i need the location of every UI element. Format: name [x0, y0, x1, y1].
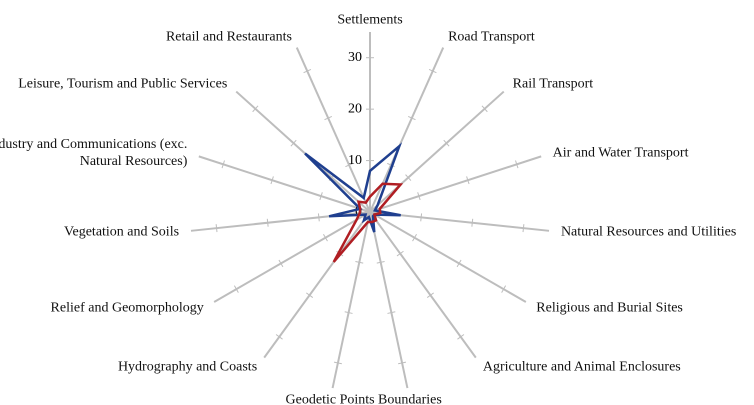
category-label: Geodetic Points: [285, 392, 375, 405]
category-label: Vegetation and Soils: [63, 224, 180, 240]
tick-mark: [215, 224, 218, 233]
tick-mark: [221, 160, 225, 169]
tick-mark: [323, 234, 328, 242]
tick-mark: [290, 139, 297, 147]
tick-mark: [407, 115, 416, 121]
tick-mark: [275, 334, 283, 340]
tick-mark: [303, 68, 312, 74]
axis-line: [235, 90, 371, 213]
tick-mark: [324, 115, 333, 121]
tick-mark: [466, 176, 470, 185]
category-label: Rail Transport: [512, 76, 594, 92]
tick-mark: [420, 213, 423, 222]
axis-line: [295, 47, 371, 213]
category-label: Leisure, Tourism and Public Services: [18, 76, 228, 92]
tick-label: 30: [348, 50, 362, 65]
series-line: [304, 142, 403, 233]
tick-mark: [270, 176, 274, 185]
category-label: Settlements: [337, 12, 403, 28]
category-label: Boundaries: [378, 392, 442, 405]
category-label: Hydrography and Coasts: [117, 359, 258, 375]
category-label: Road Transport: [448, 29, 535, 45]
category-label: Industry and Communications (exc. Natura…: [0, 136, 188, 169]
category-label: Air and Water Transport: [552, 145, 689, 161]
tick-mark: [426, 292, 434, 298]
tick-mark: [319, 192, 323, 201]
tick-mark: [405, 174, 412, 181]
axis-line: [369, 47, 445, 213]
series-line: [332, 182, 404, 263]
tick-mark: [501, 285, 507, 293]
axis-line: [331, 211, 371, 389]
tick-mark: [515, 160, 519, 169]
tick-mark: [366, 209, 374, 215]
axis-line: [263, 211, 371, 359]
tick-mark: [333, 361, 342, 365]
axis-line: [369, 211, 477, 359]
tick-mark: [522, 224, 525, 233]
axis-line: [198, 155, 371, 213]
tick-mark: [398, 361, 407, 365]
tick-mark: [428, 68, 437, 74]
tick-mark: [412, 234, 417, 242]
tick-label: 10: [348, 153, 362, 168]
tick-mark: [387, 162, 395, 168]
tick-mark: [417, 192, 421, 201]
tick-mark: [376, 260, 385, 264]
axis-line: [369, 211, 527, 303]
tick-mark: [443, 139, 450, 147]
tick-mark: [471, 218, 474, 227]
tick-label: 20: [348, 101, 362, 116]
tick-mark: [344, 311, 353, 314]
tick-mark: [233, 285, 239, 293]
tick-mark: [457, 334, 465, 340]
axis-line: [213, 211, 371, 303]
axis-line: [369, 155, 542, 213]
tick-mark: [481, 105, 488, 113]
tick-mark: [345, 162, 353, 168]
axis-line: [369, 90, 505, 213]
category-label: Retail and Restaurants: [165, 29, 292, 45]
tick-mark: [456, 259, 462, 268]
tick-mark: [396, 250, 404, 257]
category-label: Relief and Geomorphology: [50, 300, 204, 316]
category-label: Natural Resources and Utilities: [560, 224, 737, 240]
category-label: Religious and Burial Sites: [536, 300, 683, 316]
tick-mark: [355, 260, 364, 264]
category-label: Agriculture and Animal Enclosures: [482, 359, 681, 375]
tick-mark: [266, 218, 269, 227]
tick-label: 0: [355, 204, 362, 219]
tick-mark: [387, 311, 396, 314]
tick-mark: [252, 105, 259, 113]
tick-mark: [278, 259, 284, 268]
tick-mark: [306, 292, 314, 298]
tick-mark: [317, 213, 320, 222]
axis-line: [369, 211, 409, 389]
